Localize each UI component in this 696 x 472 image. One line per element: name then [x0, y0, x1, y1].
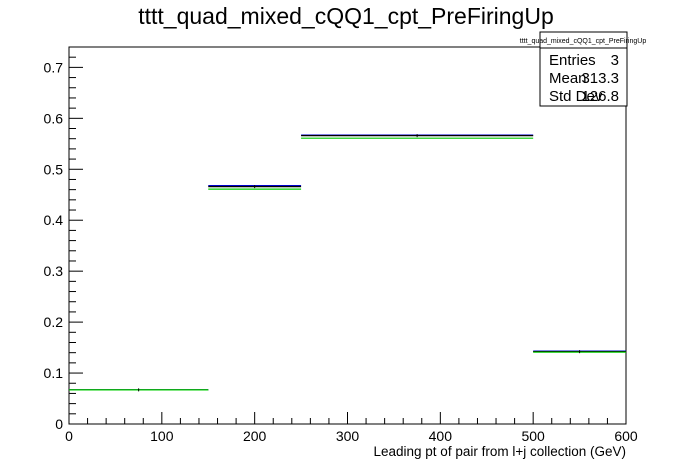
x-tick-label: 0 [65, 428, 73, 444]
x-tick-label: 200 [243, 428, 267, 444]
histogram-series [69, 134, 626, 392]
stats-entries-value: 3 [611, 52, 619, 69]
y-tick-label: 0.2 [44, 314, 64, 330]
x-tick-label: 300 [336, 428, 360, 444]
y-axis-ticks: 0 0.1 0.2 0.3 0.4 0.5 0.6 0.7 [44, 46, 83, 432]
x-axis-label: Leading pt of pair from l+j collection (… [374, 444, 627, 459]
stats-box-frame [539, 31, 628, 107]
y-tick-label: 0 [55, 416, 63, 432]
x-tick-label: 400 [429, 428, 453, 444]
x-tick-label: 100 [150, 428, 174, 444]
x-tick-label: 600 [614, 428, 638, 444]
y-tick-label: 0.5 [44, 161, 64, 177]
stats-mean-label: Mean [549, 70, 587, 87]
stats-box-title: tttt_quad_mixed_cQQ1_cpt_PreFiringUp [520, 38, 647, 45]
y-tick-label: 0.6 [44, 110, 64, 126]
y-tick-label: 0.7 [44, 59, 64, 75]
chart-title: tttt_quad_mixed_cQQ1_cpt_PreFiringUp [138, 3, 554, 29]
stats-stddev-value: 126.8 [581, 88, 619, 105]
y-tick-label: 0.3 [44, 263, 64, 279]
stats-mean-value: 313.3 [581, 70, 619, 87]
stats-entries-label: Entries [549, 52, 596, 69]
y-tick-label: 0.1 [44, 365, 64, 381]
stats-stddev-label: Std Dev [549, 88, 603, 105]
x-tick-label: 500 [521, 428, 545, 444]
y-tick-label: 0.4 [44, 212, 64, 228]
x-axis-ticks: 0 100 200 300 400 500 600 [65, 412, 638, 444]
stats-box: tttt_quad_mixed_cQQ1_cpt_PreFiringUp Ent… [520, 31, 647, 107]
